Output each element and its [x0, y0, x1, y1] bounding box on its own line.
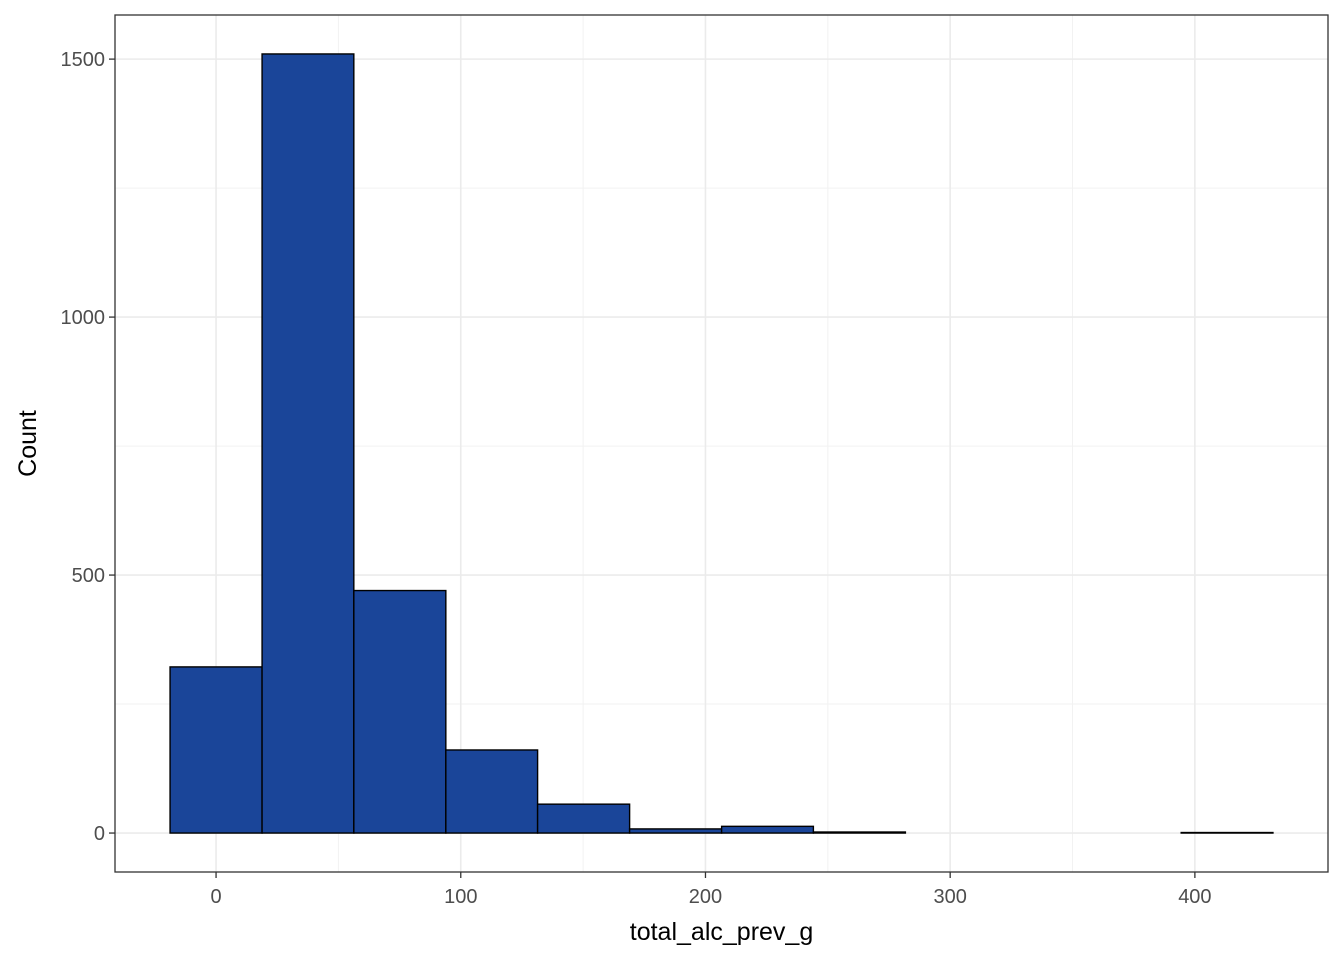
histogram-bar-11 — [1180, 831, 1274, 834]
x-tick-label: 100 — [444, 886, 477, 908]
histogram-bar-6 — [720, 825, 815, 834]
x-tick-label: 0 — [211, 886, 222, 908]
y-axis-title: Count — [14, 410, 42, 477]
y-tick-label: 0 — [94, 823, 105, 845]
y-tick-label: 1500 — [61, 49, 106, 71]
x-axis: 0 100 200 300 400 — [211, 872, 1212, 908]
bars-layer — [169, 53, 1274, 834]
x-tick-label: 200 — [689, 886, 722, 908]
histogram-bar-3 — [445, 749, 539, 834]
histogram-bar-5 — [628, 828, 723, 834]
panel-border — [114, 14, 1329, 873]
histogram-bar-0 — [169, 666, 263, 834]
x-axis-title: total_alc_prev_g — [630, 918, 813, 946]
x-tick-label: 400 — [1178, 886, 1211, 908]
histogram-bar-2 — [353, 589, 447, 834]
histogram-bar-7 — [812, 831, 907, 834]
x-tick-label: 300 — [933, 886, 966, 908]
y-tick-label: 1000 — [61, 307, 106, 329]
histogram-bar-1 — [261, 53, 355, 834]
histogram-bar-4 — [536, 803, 631, 834]
y-axis: 0 500 1000 1500 — [61, 49, 115, 845]
y-tick-label: 500 — [72, 565, 105, 587]
